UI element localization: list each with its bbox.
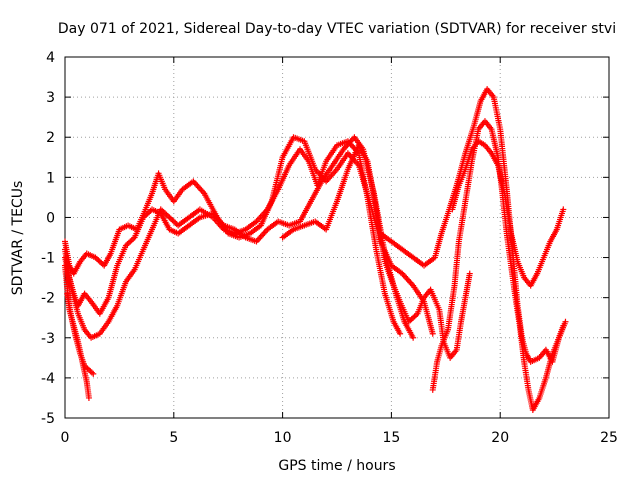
- x-tick-label: 20: [491, 430, 509, 446]
- y-tick-label: 4: [46, 50, 55, 66]
- data-point: [560, 206, 567, 213]
- x-tick-label: 15: [382, 430, 400, 446]
- data-point: [429, 330, 436, 337]
- data-point: [466, 270, 473, 277]
- y-tick-label: 2: [46, 130, 55, 146]
- y-tick-label: 1: [46, 170, 55, 186]
- series-track-8: [429, 118, 567, 413]
- y-tick-label: 3: [46, 90, 55, 106]
- axis-ticks: 0 5 10 15 20 25 -5 -4 -3 -2 -1 0 1 2 3 4: [41, 50, 618, 446]
- y-tick-label: -5: [41, 411, 55, 427]
- y-tick-label: 0: [46, 210, 55, 226]
- plot-frame: [64, 56, 610, 419]
- series-track-5: [64, 290, 97, 377]
- series-track-6: [279, 142, 473, 361]
- y-tick-label: -3: [41, 331, 55, 347]
- data-point: [90, 370, 97, 377]
- data-markers: [62, 86, 569, 413]
- data-point: [397, 330, 404, 337]
- series-track-1: [62, 134, 436, 337]
- y-tick-label: -2: [41, 291, 55, 307]
- series-track-3: [62, 138, 404, 341]
- x-tick-label: 10: [274, 430, 292, 446]
- series-track-9: [449, 138, 567, 289]
- y-axis-label: SDTVAR / TECUs: [10, 181, 26, 296]
- data-point: [85, 394, 92, 401]
- data-point: [410, 334, 417, 341]
- x-tick-label: 25: [600, 430, 618, 446]
- data-point: [560, 322, 567, 329]
- y-tick-label: -4: [41, 371, 55, 387]
- y-tick-label: -1: [41, 251, 55, 267]
- x-tick-label: 0: [61, 430, 70, 446]
- grid-lines: [65, 57, 609, 418]
- x-axis-label: GPS time / hours: [278, 458, 395, 474]
- chart-title: Day 071 of 2021, Sidereal Day-to-day VTE…: [58, 21, 616, 37]
- data-point: [562, 318, 569, 325]
- x-tick-label: 5: [169, 430, 178, 446]
